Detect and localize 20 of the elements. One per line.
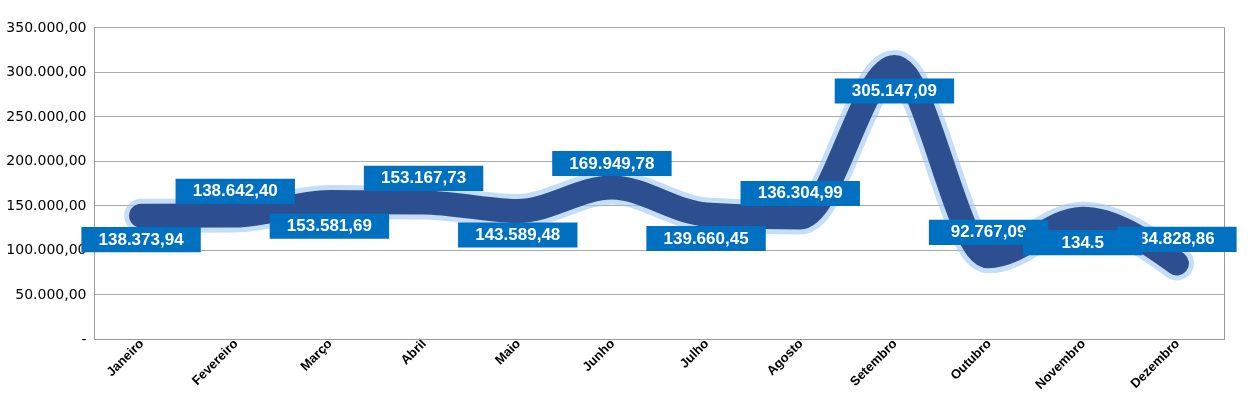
data-label: 305.147,09 [851,80,937,100]
data-label: 92.767,09 [950,222,1027,242]
data-label: 139.660,45 [663,228,749,248]
y-tick-label: - [81,330,87,347]
data-label: 153.167,73 [381,168,467,188]
y-tick-label: 300.000,00 [6,63,87,80]
data-label: 138.373,94 [98,229,185,249]
y-tick-label: 150.000,00 [6,196,87,213]
data-label: 169.949,78 [569,153,655,173]
y-tick-label: 350.000,00 [6,18,87,35]
y-tick-label: 100.000,00 [6,241,87,258]
data-label: 143.589,48 [475,225,561,244]
data-label: 136.304,99 [757,183,843,203]
annotation: 134.5 [1061,232,1105,252]
y-tick-label: 250.000,00 [6,107,87,124]
y-tick-label: 200.000,00 [6,152,87,169]
y-tick-label: 50.000,00 [15,285,87,302]
data-label: 84.828,86 [1139,229,1215,249]
data-label: 138.642,40 [192,181,278,201]
data-label: 153.581,69 [286,216,372,236]
